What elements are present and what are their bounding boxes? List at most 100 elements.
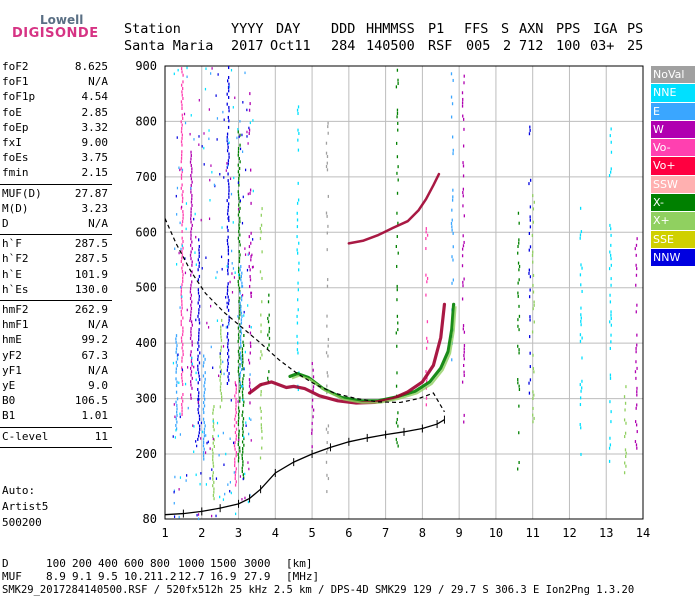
echo-speck xyxy=(250,418,252,421)
param-value: 27.87 xyxy=(74,186,108,200)
echo-speck xyxy=(219,358,222,362)
echo-speck xyxy=(180,130,183,134)
echo-speck xyxy=(241,133,243,137)
echo-speck xyxy=(190,213,192,217)
echo-speck xyxy=(180,156,183,160)
echo-speck xyxy=(463,357,465,361)
echo-speck xyxy=(261,250,263,254)
echo-speck xyxy=(191,363,193,367)
echo-speck xyxy=(533,320,535,324)
echo-speck xyxy=(203,384,205,388)
echo-speck xyxy=(208,129,210,132)
echo-speck xyxy=(227,209,229,213)
echo-speck xyxy=(219,378,221,382)
echo-speck xyxy=(228,318,230,322)
echo-speck xyxy=(462,234,464,238)
echo-speck xyxy=(173,501,175,505)
echo-speck xyxy=(326,473,328,477)
echo-speck xyxy=(635,443,638,447)
echo-speck xyxy=(176,263,178,266)
echo-speck xyxy=(182,190,184,194)
echo-speck xyxy=(517,318,519,322)
echo-speck xyxy=(233,176,235,180)
echo-speck xyxy=(451,218,453,222)
distance-value: 100 xyxy=(46,557,66,570)
echo-speck xyxy=(197,381,199,385)
echo-speck xyxy=(250,255,252,259)
echo-speck xyxy=(249,381,251,385)
echo-speck xyxy=(219,172,221,176)
echo-speck xyxy=(181,183,183,187)
echo-speck xyxy=(426,280,428,284)
echo-speck xyxy=(221,267,223,271)
echo-speck xyxy=(181,256,183,260)
echo-speck xyxy=(175,428,177,432)
echo-speck xyxy=(517,381,519,385)
echo-speck xyxy=(462,194,464,198)
echo-speck xyxy=(532,367,535,371)
echo-speck xyxy=(250,294,252,298)
echo-speck xyxy=(238,436,240,440)
echo-speck xyxy=(260,393,262,397)
echo-speck xyxy=(175,377,177,381)
echo-speck xyxy=(227,308,230,312)
echo-speck xyxy=(191,376,193,380)
echo-speck xyxy=(249,268,251,272)
echo-speck xyxy=(325,211,328,215)
echo-speck xyxy=(624,448,627,452)
echo-speck xyxy=(218,453,220,457)
echo-speck xyxy=(248,361,251,365)
echo-speck xyxy=(189,287,192,291)
echo-speck xyxy=(396,108,399,112)
echo-speck xyxy=(240,331,243,335)
echo-speck xyxy=(396,115,398,119)
echo-speck xyxy=(396,235,398,239)
echo-speck xyxy=(222,360,224,364)
echo-speck xyxy=(326,214,328,218)
echo-speck xyxy=(226,102,228,106)
echo-speck xyxy=(234,441,236,445)
echo-speck xyxy=(228,202,230,206)
echo-speck xyxy=(181,205,183,209)
header-label-10: IGA xyxy=(593,21,618,37)
echo-speck xyxy=(239,133,241,137)
echo-speck xyxy=(200,437,202,440)
echo-speck xyxy=(198,338,200,342)
echo-speck xyxy=(610,140,612,144)
echo-speck xyxy=(241,413,243,417)
echo-speck xyxy=(461,254,464,258)
echo-speck xyxy=(238,210,240,214)
echo-speck xyxy=(239,371,242,375)
echo-speck xyxy=(235,434,238,438)
echo-speck xyxy=(179,476,182,479)
echo-speck xyxy=(204,397,206,401)
echo-speck xyxy=(190,243,192,247)
echo-speck xyxy=(226,238,229,242)
echo-speck xyxy=(634,370,637,374)
echo-speck xyxy=(242,398,244,402)
echo-speck xyxy=(237,366,240,370)
echo-speck xyxy=(462,204,464,208)
echo-speck xyxy=(234,431,237,435)
echo-speck xyxy=(297,138,299,142)
echo-speck xyxy=(608,459,611,463)
echo-speck xyxy=(239,381,241,385)
echo-speck xyxy=(181,249,183,253)
echo-speck xyxy=(326,314,328,318)
echo-speck xyxy=(197,407,199,411)
echo-speck xyxy=(425,396,428,400)
echo-speck xyxy=(610,420,612,424)
header-value-10: 03+ xyxy=(590,38,615,54)
echo-speck xyxy=(241,466,243,470)
echo-speck xyxy=(239,306,241,310)
echo-speck xyxy=(176,397,179,401)
echo-speck xyxy=(248,358,250,362)
echo-speck xyxy=(212,461,214,465)
echo-speck xyxy=(529,128,531,132)
echo-speck xyxy=(182,353,184,357)
echo-speck xyxy=(175,360,178,364)
echo-speck xyxy=(426,233,429,237)
echo-speck xyxy=(312,375,315,379)
echo-speck xyxy=(222,110,224,114)
echo-speck xyxy=(181,333,184,337)
